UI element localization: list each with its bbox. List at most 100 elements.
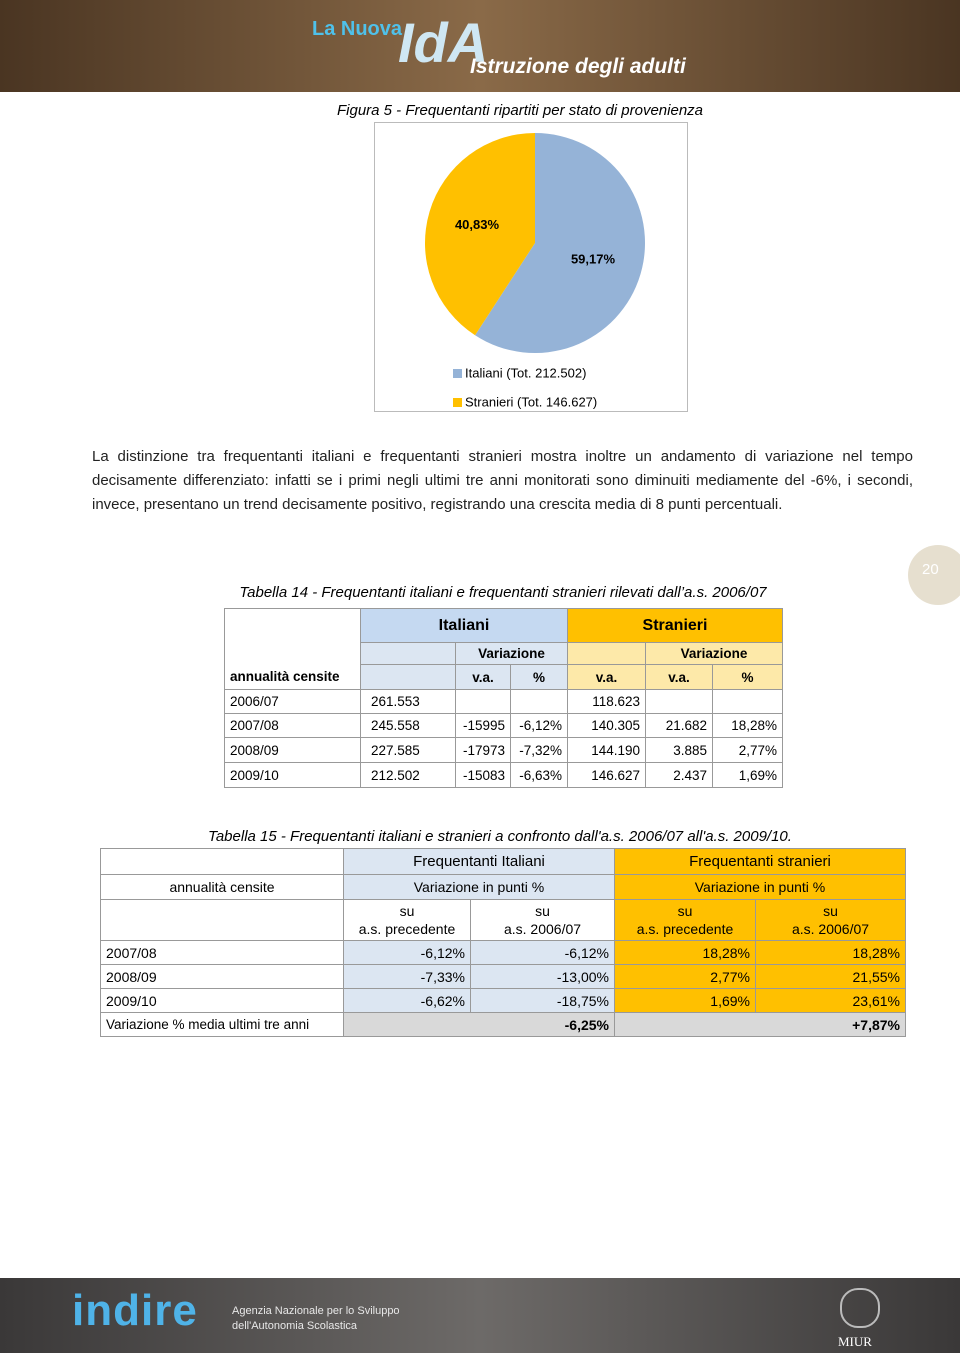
agency-line: Agenzia Nazionale per lo Sviluppo xyxy=(232,1305,400,1317)
cell: 18,28% xyxy=(755,940,906,965)
group-header: Stranieri xyxy=(566,608,784,643)
table-row: 2008/09 227.585 -17973 -7,32% 144.190 3.885 2,… xyxy=(224,737,784,763)
cell: -6,12% xyxy=(343,940,471,965)
row-label-header: annualità censite xyxy=(100,874,344,900)
column-header: % xyxy=(711,664,784,690)
page-number: 20 xyxy=(908,545,960,605)
cell: 144.190 xyxy=(567,737,646,763)
logo-bottom: Istruzione degli adulti xyxy=(470,55,686,78)
legend-label: Italiani (Tot. 212.502) xyxy=(465,365,586,380)
legend-swatch xyxy=(453,369,462,378)
footer-band: indire Agenzia Nazionale per lo Sviluppo… xyxy=(0,1278,960,1353)
cell: 2009/10 xyxy=(100,988,344,1013)
legend-swatch xyxy=(453,398,462,407)
sub-header: su a.s. precedente xyxy=(343,899,471,941)
subgroup-header: Variazione xyxy=(455,642,568,665)
table-row: 2009/10 -6,62% -18,75% 1,69% 23,61% xyxy=(100,988,906,1013)
cell xyxy=(100,848,344,875)
sub-header: su a.s. 2006/07 xyxy=(470,899,615,941)
cell: 1,69% xyxy=(614,988,756,1013)
cell: 118.623 xyxy=(567,689,646,714)
subgroup-header: Variazione in punti % xyxy=(343,874,615,900)
table14-caption: Tabella 14 - Frequentanti italiani e fre… xyxy=(239,584,767,601)
summary-value: -6,25% xyxy=(343,1012,615,1037)
summary-value: +7,87% xyxy=(614,1012,906,1037)
cell: 2009/10 xyxy=(224,762,361,788)
paragraph: La distinzione tra frequentanti italiani… xyxy=(92,448,913,513)
sub-header-line: su xyxy=(535,903,550,919)
table-row: 2008/09 -7,33% -13,00% 2,77% 21,55% xyxy=(100,964,906,989)
figure-caption: Figura 5 - Frequentanti ripartiti per st… xyxy=(336,102,704,119)
group-header: Frequentanti stranieri xyxy=(614,848,906,875)
logo-top: La Nuova xyxy=(312,18,403,40)
emblem xyxy=(840,1288,880,1328)
table15-caption: Tabella 15 - Frequentanti italiani e str… xyxy=(208,828,792,845)
ministry: MIUR xyxy=(838,1334,872,1349)
column-header: v.a. xyxy=(455,664,511,690)
table14: Italiani Stranieri Variazione Variazione… xyxy=(224,608,784,788)
cell: 212.502 xyxy=(360,762,456,788)
cell: -17973 xyxy=(455,737,511,763)
sub-header-line: a.s. 2006/07 xyxy=(503,921,582,937)
sub-header-line: su xyxy=(823,903,838,919)
cell: -18,75% xyxy=(470,988,615,1013)
table-row: 2009/10 212.502 -15083 -6,63% 146.627 2.437 1,… xyxy=(224,762,784,788)
cell: 2007/08 xyxy=(224,713,361,738)
cell: -7,33% xyxy=(343,964,471,989)
cell xyxy=(360,664,456,690)
table-row: 2007/08 245.558 -15995 -6,12% 140.305 21.682 1… xyxy=(224,713,784,738)
cell xyxy=(224,608,361,665)
summary-row: Variazione % media ultimi tre anni -6,25%… xyxy=(100,1012,906,1037)
cell: 21.682 xyxy=(645,713,713,738)
column-header: % xyxy=(510,664,568,690)
cell: 1,69% xyxy=(711,762,784,788)
group-header: Italiani xyxy=(360,608,568,643)
sub-header-line: su xyxy=(677,903,693,919)
cell: 23,61% xyxy=(755,988,906,1013)
cell xyxy=(100,899,344,941)
cell: -6,62% xyxy=(343,988,471,1013)
cell: -6,12% xyxy=(470,940,615,965)
cell xyxy=(711,689,784,714)
pie-slice xyxy=(425,133,535,336)
cell: 2008/09 xyxy=(224,737,361,763)
sub-header: su a.s. 2006/07 xyxy=(755,899,906,941)
header-band: La Nuova IdA Istruzione degli adulti xyxy=(0,0,960,92)
subgroup-header: Variazione in punti % xyxy=(614,874,906,900)
footer-logo: indire xyxy=(72,1286,198,1335)
agency-line: dell'Autonomia Scolastica xyxy=(232,1320,358,1332)
cell: -15995 xyxy=(455,713,511,738)
cell: -7,32% xyxy=(510,737,568,763)
cell: 21,55% xyxy=(755,964,906,989)
sub-header-line: su xyxy=(399,903,415,919)
cell: 2008/09 xyxy=(100,964,344,989)
summary-label: Variazione % media ultimi tre anni xyxy=(100,1012,344,1037)
cell: 18,28% xyxy=(614,940,756,965)
cell xyxy=(645,689,713,714)
subgroup-header: Variazione xyxy=(644,642,784,665)
cell: 2007/08 xyxy=(100,940,344,965)
cell: -13,00% xyxy=(470,964,615,989)
pie-chart: 59,17% Italiani (Tot. 212.502) 40,83% Stran… xyxy=(374,122,688,412)
cell: -6,63% xyxy=(510,762,568,788)
cell: 3.885 xyxy=(645,737,713,763)
pie-slice xyxy=(475,133,645,353)
cell: 2.437 xyxy=(645,762,713,788)
legend-label: Stranieri (Tot. 146.627) xyxy=(465,394,597,409)
cell xyxy=(567,642,646,665)
cell: 2,77% xyxy=(614,964,756,989)
sub-header-line: a.s. 2006/07 xyxy=(791,921,870,937)
logo-mark: IdA xyxy=(398,11,489,74)
cell: 146.627 xyxy=(567,762,646,788)
cell: 18,28% xyxy=(711,713,784,738)
cell: 2,77% xyxy=(711,737,784,763)
cell: -15083 xyxy=(455,762,511,788)
sub-header-line: a.s. precedente xyxy=(358,921,456,937)
table15: Frequentanti Italiani Frequentanti stran… xyxy=(100,848,906,1037)
cell xyxy=(360,642,456,665)
cell: -6,12% xyxy=(510,713,568,738)
sub-header-line: a.s. precedente xyxy=(636,921,734,937)
cell: 140.305 xyxy=(567,713,646,738)
group-header: Frequentanti Italiani xyxy=(343,848,615,875)
